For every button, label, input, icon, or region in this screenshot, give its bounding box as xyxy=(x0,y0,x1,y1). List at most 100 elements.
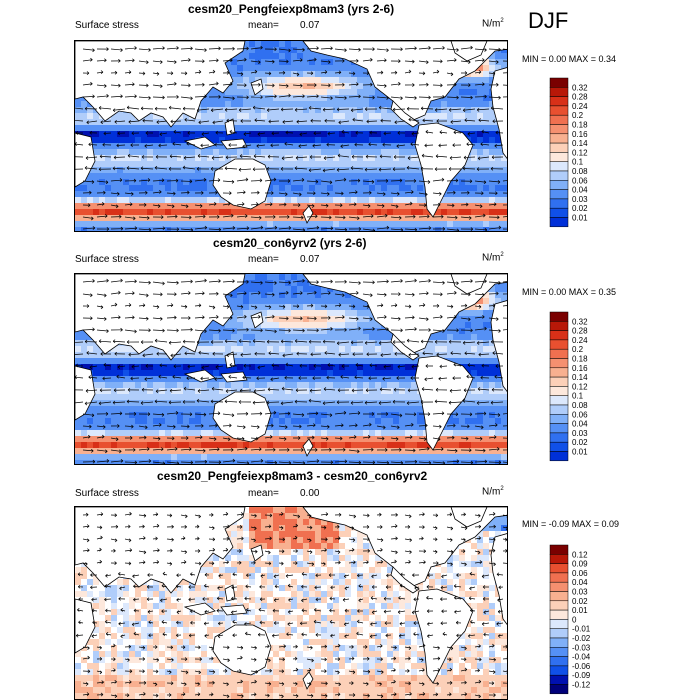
colorbar-tick-label: -0.04 xyxy=(572,653,591,662)
panel-3-title: cesm20_Pengfeiexp8mam3 - cesm20_con6yrv2 xyxy=(157,469,428,483)
colorbar-swatch xyxy=(549,96,569,107)
colorbar-tick-label: 0.12 xyxy=(572,382,588,391)
colorbar-swatch xyxy=(549,684,569,695)
colorbar-swatch xyxy=(549,665,569,676)
panel-3-variable-label: Surface stress xyxy=(75,488,139,499)
continent-outline xyxy=(490,67,507,159)
colorbar-tick-label: 0.12 xyxy=(572,148,588,157)
continent-outline xyxy=(490,300,507,392)
panel-2-minmax: MIN = 0.00 MAX = 0.35 xyxy=(522,287,617,297)
colorbar-tick-label: 0.01 xyxy=(572,214,588,223)
panel-1-mean-value: 0.07 xyxy=(300,20,320,31)
colorbar-swatch xyxy=(549,647,569,657)
colorbar-swatch xyxy=(549,339,569,350)
wind-vectors xyxy=(75,278,507,464)
continent-outline xyxy=(450,41,488,62)
colorbar-tick-label: 0.14 xyxy=(572,373,588,382)
panel-2-mean-value: 0.07 xyxy=(300,254,320,265)
colorbar-tick-label: 0.12 xyxy=(572,550,588,559)
panel-1-colorbar: 0.320.280.240.20.180.160.140.120.10.080.… xyxy=(549,77,588,228)
colorbar-swatch xyxy=(549,142,569,153)
colorbar-swatch xyxy=(549,674,569,685)
panel-1-title: cesm20_Pengfeiexp8mam3 (yrs 2-6) xyxy=(188,2,395,16)
continent-outline xyxy=(302,438,314,457)
continent-outline xyxy=(250,78,264,96)
colorbar-swatch xyxy=(549,170,569,181)
continent-outline xyxy=(75,365,96,421)
colorbar-tick-label: 0.18 xyxy=(572,121,588,130)
continent-outline xyxy=(75,132,96,188)
wind-vectors xyxy=(75,511,507,699)
colorbar-swatch xyxy=(549,311,569,322)
colorbar-swatch xyxy=(549,207,569,218)
continent-outline xyxy=(75,274,246,361)
colorbar-swatch xyxy=(549,198,569,209)
panel-2-title: cesm20_con6yrv2 (yrs 2-6) xyxy=(213,236,367,250)
colorbar-swatch xyxy=(549,451,569,462)
colorbar-tick-label: 0.01 xyxy=(572,606,588,615)
colorbar-swatch xyxy=(549,628,569,639)
colorbar-swatch xyxy=(549,414,569,424)
colorbar-tick-label: -0.09 xyxy=(572,671,591,680)
continent-outline xyxy=(450,507,488,528)
colorbar-tick-label: 0.1 xyxy=(572,158,584,167)
colorbar-swatch xyxy=(549,395,569,406)
colorbar-tick-label: 0.04 xyxy=(572,578,588,587)
panel-3-map xyxy=(74,506,508,700)
colorbar-swatch xyxy=(549,563,569,574)
colorbar-tick-label: 0.28 xyxy=(572,93,588,102)
colorbar-swatch xyxy=(549,161,569,172)
colorbar-swatch xyxy=(549,637,569,648)
continent-outline xyxy=(302,274,507,355)
continent-outline xyxy=(224,118,236,136)
colorbar-swatch xyxy=(549,609,569,620)
colorbar-tick-label: -0.12 xyxy=(572,681,591,690)
panel-3-colorbar: 0.120.090.060.040.030.020.010-0.01-0.02-… xyxy=(549,544,591,695)
colorbar-swatch xyxy=(549,404,569,415)
colorbar-tick-label: 0.03 xyxy=(572,195,588,204)
panel-3-minmax: MIN = -0.09 MAX = 0.09 xyxy=(522,519,620,529)
colorbar-swatch xyxy=(549,114,569,125)
continent-outline xyxy=(250,311,264,329)
colorbar-tick-label: 0.2 xyxy=(572,111,584,120)
colorbar-tick-label: 0.04 xyxy=(572,420,588,429)
colorbar-tick-label: 0.32 xyxy=(572,83,588,92)
colorbar-swatch xyxy=(549,180,569,190)
colorbar-tick-label: 0.14 xyxy=(572,139,588,148)
panel-1-units: N/m2 xyxy=(482,18,504,30)
continent-outline xyxy=(220,604,248,616)
panel-2-map xyxy=(74,273,508,465)
continent-outline xyxy=(212,624,272,676)
colorbar-swatch xyxy=(549,591,569,602)
colorbar-tick-label: 0 xyxy=(572,615,577,624)
colorbar-tick-label: 0.16 xyxy=(572,364,588,373)
continents xyxy=(75,274,507,457)
colorbar-tick-label: 0.01 xyxy=(572,448,588,457)
colorbar-swatch xyxy=(549,133,569,144)
continent-outline xyxy=(302,507,507,588)
continent-outline xyxy=(75,507,246,594)
colorbar-tick-label: 0.2 xyxy=(572,345,584,354)
colorbar-tick-label: 0.06 xyxy=(572,176,588,185)
colorbar-tick-label: -0.06 xyxy=(572,662,591,671)
colorbar-tick-label: 0.28 xyxy=(572,327,588,336)
colorbar-swatch xyxy=(549,554,569,564)
colorbar-tick-label: 0.1 xyxy=(572,392,584,401)
continent-outline xyxy=(490,533,507,625)
colorbar-tick-label: 0.06 xyxy=(572,569,588,578)
season-label: DJF xyxy=(528,8,569,33)
colorbar-tick-label: 0.04 xyxy=(572,186,588,195)
colorbar-swatch xyxy=(549,348,569,359)
colorbar-tick-label: -0.01 xyxy=(572,625,591,634)
colorbar-swatch xyxy=(549,77,569,88)
continent-outline xyxy=(302,671,314,690)
panel-2-mean-label: mean= xyxy=(248,254,279,265)
colorbar-swatch xyxy=(549,581,569,592)
colorbar-swatch xyxy=(549,105,569,116)
panel-3-mean-label: mean= xyxy=(248,488,279,499)
colorbar-swatch xyxy=(549,544,569,555)
continent-outline xyxy=(302,205,314,224)
colorbar-swatch xyxy=(549,189,569,200)
continent-outline xyxy=(220,371,248,383)
colorbar-swatch xyxy=(549,358,569,369)
